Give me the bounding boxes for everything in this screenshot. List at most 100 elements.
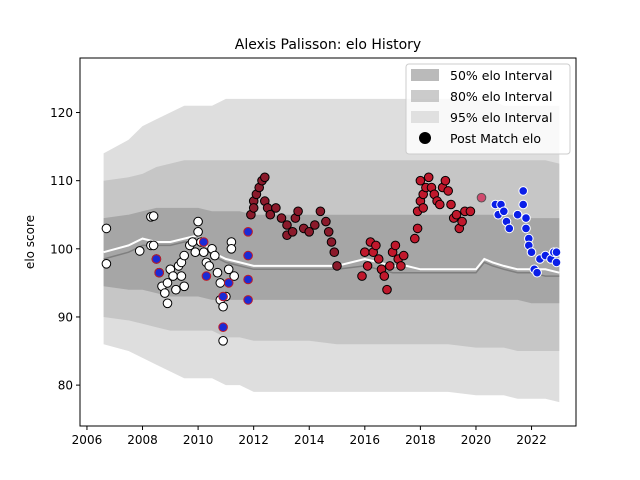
post-match-point xyxy=(248,203,259,213)
legend-marker-post-match xyxy=(419,132,431,144)
post-match-point xyxy=(179,281,189,292)
x-tick-label: 2012 xyxy=(238,433,269,447)
post-match-point xyxy=(357,271,367,281)
post-match-point xyxy=(385,261,395,271)
x-tick-label: 2010 xyxy=(183,433,214,447)
x-tick-label: 2020 xyxy=(461,433,492,447)
post-match-point xyxy=(187,237,198,247)
legend-label-post-match: Post Match elo xyxy=(450,131,541,146)
post-match-point xyxy=(446,199,456,210)
post-match-point xyxy=(148,240,159,251)
post-match-point xyxy=(260,172,270,183)
post-match-point xyxy=(287,227,298,237)
post-match-point xyxy=(379,271,390,281)
post-match-point xyxy=(179,250,189,261)
post-match-point xyxy=(521,213,531,223)
post-match-point xyxy=(276,213,287,223)
y-tick-label: 100 xyxy=(50,242,73,256)
y-tick-label: 120 xyxy=(50,106,73,120)
y-tick-label: 90 xyxy=(58,310,73,324)
post-match-point xyxy=(435,199,445,210)
legend: 50% elo Interval 80% elo Interval 95% el… xyxy=(405,63,571,155)
post-match-point xyxy=(476,192,487,203)
post-match-point xyxy=(162,278,173,288)
post-match-point xyxy=(160,288,170,298)
post-match-point xyxy=(499,206,509,217)
post-match-point xyxy=(201,271,212,281)
post-match-point xyxy=(518,186,529,196)
legend-swatch-80 xyxy=(411,90,439,102)
post-match-point xyxy=(162,298,173,309)
mean-elo-line xyxy=(103,241,560,277)
x-tick-label: 2016 xyxy=(350,433,381,447)
post-match-point xyxy=(326,237,337,247)
post-match-point xyxy=(282,220,292,230)
post-match-point xyxy=(101,259,112,269)
legend-label-50: 50% elo Interval xyxy=(450,68,552,83)
post-match-point xyxy=(443,186,454,196)
legend-label-80: 80% elo Interval xyxy=(450,89,552,104)
post-match-point xyxy=(329,247,340,257)
post-match-point xyxy=(362,261,373,271)
post-match-point xyxy=(457,216,467,227)
post-match-point xyxy=(304,227,315,237)
post-match-point xyxy=(390,240,401,251)
post-match-point xyxy=(293,206,303,217)
post-match-point xyxy=(440,175,451,186)
post-match-point xyxy=(271,203,281,213)
x-tick-label: 2006 xyxy=(72,433,103,447)
post-match-point xyxy=(204,261,214,271)
post-match-point xyxy=(373,254,384,264)
post-match-point xyxy=(410,233,420,244)
post-match-point xyxy=(504,223,515,234)
post-match-point xyxy=(371,240,381,251)
post-match-point xyxy=(396,261,406,271)
chart-title: Alexis Palisson: elo History xyxy=(235,37,421,53)
post-match-point xyxy=(423,172,434,183)
x-axis: 2006 2008 2010 2012 2014 2016 2018 2020 2022 xyxy=(72,426,547,447)
post-match-point xyxy=(154,267,164,278)
post-match-point xyxy=(551,247,562,257)
post-match-point xyxy=(168,271,178,281)
post-match-point xyxy=(193,216,203,227)
post-match-point xyxy=(398,250,409,261)
post-match-point xyxy=(223,278,234,288)
legend-label-95: 95% elo Interval xyxy=(450,110,552,125)
legend-swatch-95 xyxy=(411,111,439,123)
post-match-point xyxy=(198,237,209,247)
post-match-point xyxy=(526,247,537,257)
post-match-points xyxy=(101,172,562,346)
post-match-point xyxy=(382,284,392,295)
post-match-point xyxy=(415,175,426,186)
x-tick-label: 2014 xyxy=(294,433,325,447)
post-match-point xyxy=(360,247,370,257)
post-match-point xyxy=(148,211,159,221)
y-tick-label: 110 xyxy=(50,174,73,188)
post-match-point xyxy=(418,203,429,213)
post-match-point xyxy=(171,284,181,295)
legend-swatch-50 xyxy=(411,69,439,81)
x-tick-label: 2018 xyxy=(405,433,436,447)
plot-area xyxy=(101,98,562,403)
post-match-point xyxy=(518,199,529,210)
legend-box xyxy=(405,63,571,155)
y-tick-label: 80 xyxy=(58,379,73,393)
post-match-point xyxy=(451,209,462,220)
post-match-point xyxy=(218,336,228,346)
post-match-point xyxy=(190,247,201,257)
median-elo-line xyxy=(103,234,560,274)
x-tick-label: 2008 xyxy=(127,433,158,447)
post-match-point xyxy=(465,206,476,217)
x-tick-label: 2022 xyxy=(516,433,547,447)
post-match-point xyxy=(512,209,523,220)
post-match-point xyxy=(243,250,253,261)
post-match-point xyxy=(243,274,253,285)
post-match-point xyxy=(193,227,203,237)
post-match-point xyxy=(551,257,562,268)
post-match-point xyxy=(226,244,237,254)
post-match-point xyxy=(212,267,223,278)
post-match-point xyxy=(243,227,253,237)
post-match-point xyxy=(218,291,228,302)
post-match-point xyxy=(532,267,542,278)
